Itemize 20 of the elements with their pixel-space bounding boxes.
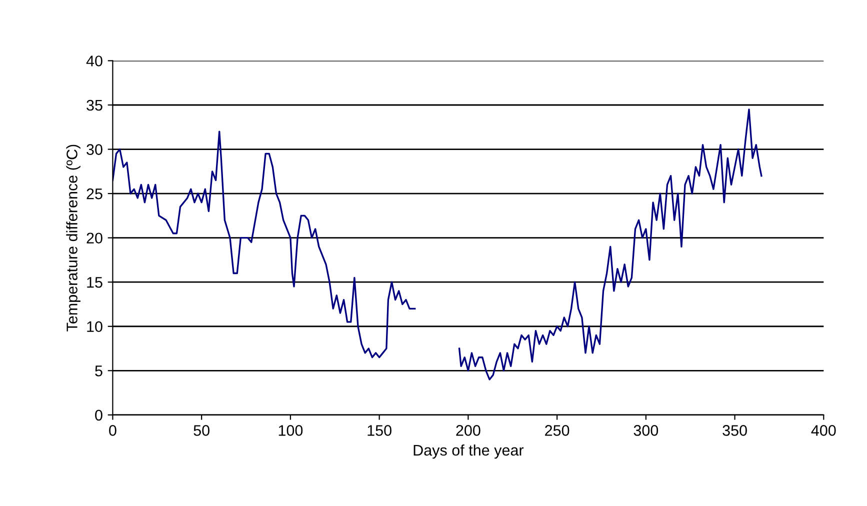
x-axis-title: Days of the year <box>414 444 524 459</box>
y-tick-label: 40 <box>86 56 102 66</box>
x-tick-label: 100 <box>278 425 303 436</box>
y-tick-label: 35 <box>86 100 102 111</box>
x-tick-label: 150 <box>368 425 392 436</box>
y-tick-label: 0 <box>95 410 102 421</box>
y-tick-label: 5 <box>95 366 102 376</box>
x-tick-label: 200 <box>456 425 480 436</box>
x-tick-label: 400 <box>811 425 836 436</box>
y-tick-label: 25 <box>86 188 102 200</box>
y-tick-label: 30 <box>86 144 102 155</box>
y-tick-label: 10 <box>87 321 102 332</box>
x-tick-label: 250 <box>545 425 570 436</box>
x-tick-label: 0 <box>109 425 116 436</box>
y-tick-label: 20 <box>86 232 102 244</box>
x-tick-label: 50 <box>194 425 210 436</box>
y-axis-title: Temperature difference (ºC) <box>66 144 80 332</box>
y-tick-label: 15 <box>87 277 102 288</box>
x-tick-label: 350 <box>722 425 747 436</box>
x-tick-label: 300 <box>634 425 658 436</box>
